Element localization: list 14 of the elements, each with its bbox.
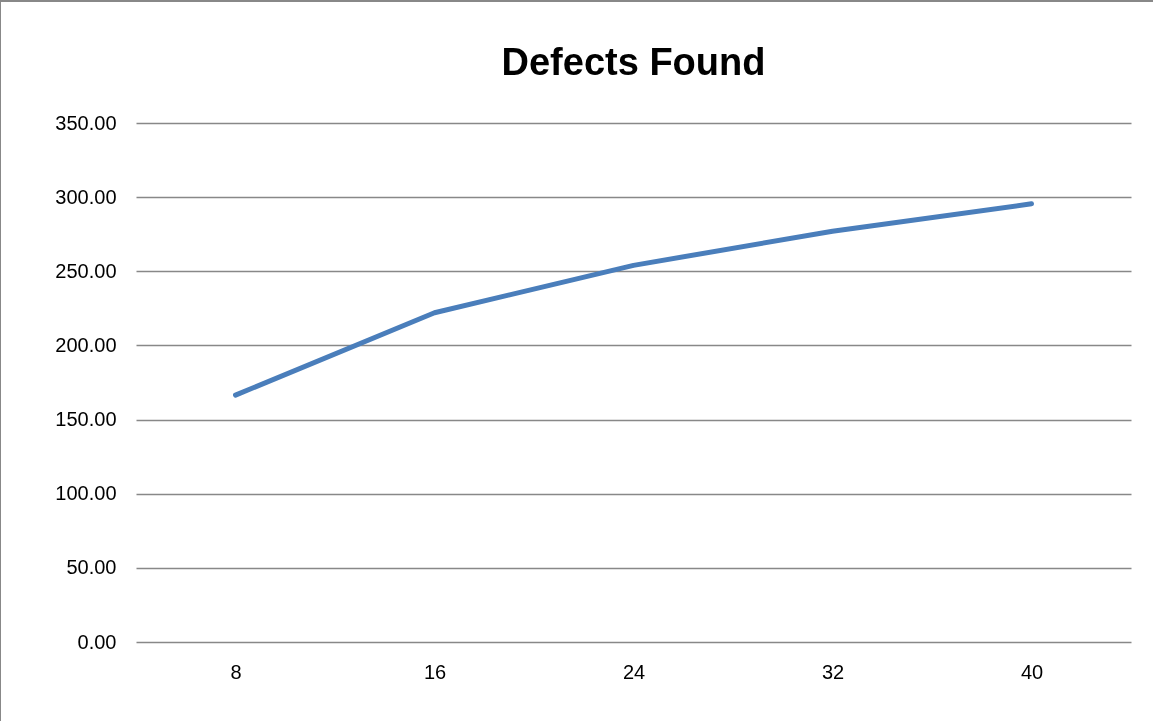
y-tick-label: 250.00 xyxy=(55,259,117,282)
y-tick-label: 350.00 xyxy=(55,111,117,134)
y-tick-label: 300.00 xyxy=(55,185,117,208)
x-tick-label: 8 xyxy=(230,660,242,683)
y-tick-label: 100.00 xyxy=(55,482,117,505)
x-tick-label: 40 xyxy=(1020,660,1044,683)
y-tick-label: 150.00 xyxy=(55,408,117,431)
y-tick-label: 0.00 xyxy=(77,630,117,653)
chart-title: Defects Found xyxy=(501,41,766,83)
y-tick-label: 200.00 xyxy=(55,333,117,356)
y-tick-label: 50.00 xyxy=(66,556,117,579)
x-tick-label: 32 xyxy=(821,660,845,683)
x-tick-label: 24 xyxy=(622,660,646,683)
x-tick-label: 16 xyxy=(423,660,447,683)
